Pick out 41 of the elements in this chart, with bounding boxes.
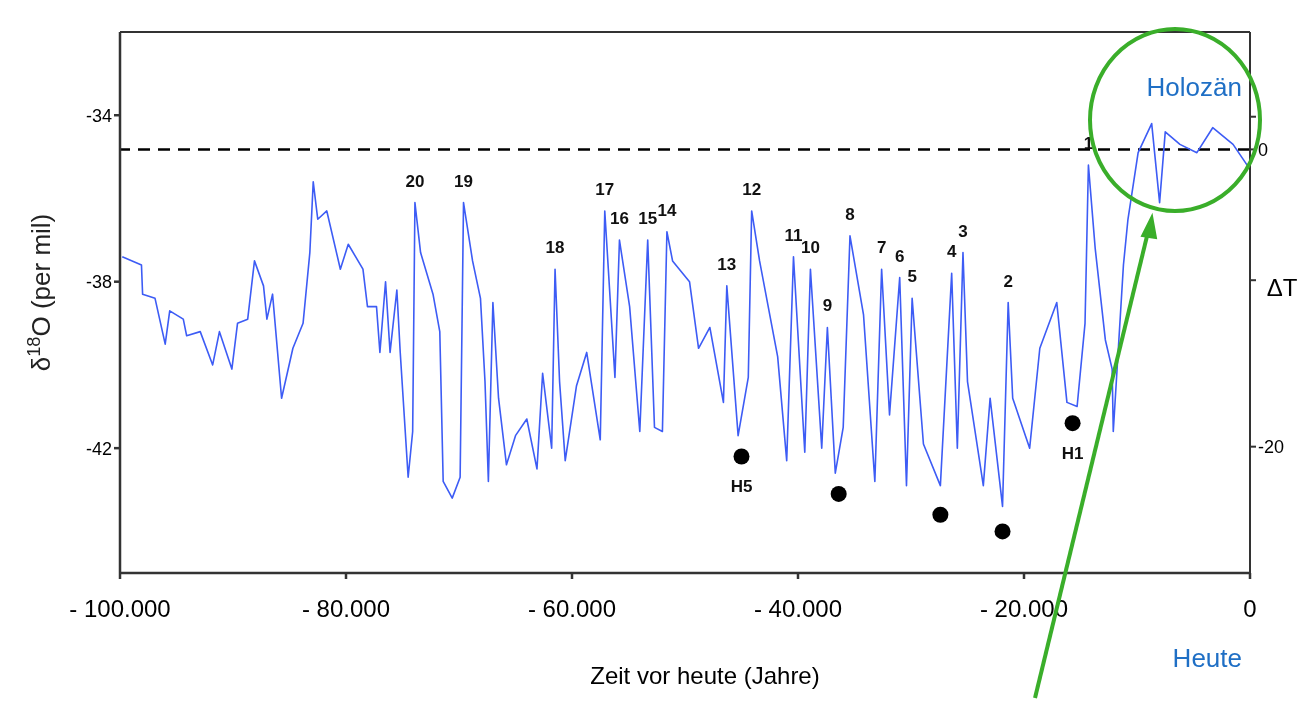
annotation: H1 [1061, 444, 1084, 464]
annotation: 14 [657, 200, 677, 220]
annotation: 17 [595, 179, 615, 199]
annotation: 4 [946, 242, 957, 262]
x-tick-label: - 100.000 [69, 595, 171, 622]
point [1064, 415, 1081, 432]
y2-tick-label: -20 [1258, 437, 1285, 458]
annotation: Holozän [1146, 72, 1242, 102]
x-tick-label: - 80.000 [301, 595, 391, 622]
x-tick-label: - 60.000 [527, 595, 617, 622]
x-axis-title: Zeit vor heute (Jahre) [590, 662, 820, 689]
point [733, 448, 750, 465]
y-tick-label: -38 [85, 272, 112, 293]
annotation: 6 [894, 246, 905, 266]
y-tick-label: -42 [85, 438, 112, 459]
annotation: 20 [405, 171, 425, 191]
annotation: 11 [784, 225, 803, 245]
y2-tick-label: 0 [1258, 139, 1269, 160]
annotation: 18 [545, 238, 565, 258]
annotation: 7 [876, 238, 887, 258]
text: Heute [1172, 643, 1242, 673]
annotation: 5 [907, 267, 917, 287]
point [830, 485, 847, 502]
x-tick-label: 0 [1243, 595, 1257, 622]
annotation: 9 [822, 296, 833, 316]
annotation: 10 [800, 238, 820, 258]
point [994, 523, 1011, 540]
annotation: 3 [958, 221, 968, 241]
annotation: 12 [742, 179, 762, 199]
annotation: H5 [730, 477, 753, 497]
y-tick-label: -34 [85, 105, 112, 126]
annotation: 15 [638, 209, 658, 229]
point [932, 506, 949, 523]
y2-axis-title: ΔT [1266, 274, 1298, 301]
annotation: 2 [1003, 271, 1013, 291]
line-series [121, 122, 1250, 508]
x-tick-label: - 40.000 [753, 595, 843, 622]
annotation: 19 [454, 171, 473, 191]
annotation: 13 [717, 254, 737, 274]
annotation: 8 [845, 204, 855, 224]
annotation: 16 [610, 209, 629, 229]
